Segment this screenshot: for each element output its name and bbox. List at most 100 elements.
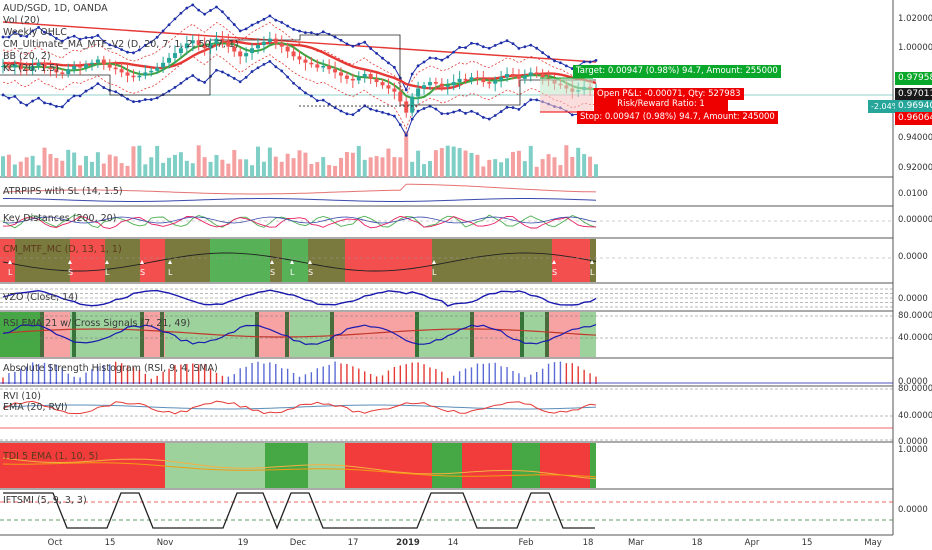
band-dot xyxy=(90,36,94,39)
band-dot xyxy=(19,34,23,38)
pane-label-rvi[interactable]: RVI (10) xyxy=(3,391,41,402)
pane-label-ash[interactable]: Absolute Strength Histogram (RSI, 9, 4, … xyxy=(3,363,218,374)
pane-axis-tick: 80.0000 xyxy=(898,311,932,321)
band-dot xyxy=(499,110,503,113)
band-dot xyxy=(541,51,545,55)
signal-block xyxy=(308,239,345,282)
pane-axis-tick: 0.0000 xyxy=(898,294,928,304)
band-dot xyxy=(155,35,159,39)
iftsmi-line xyxy=(3,492,595,530)
band-dot xyxy=(446,112,450,116)
volume-bar xyxy=(327,165,332,177)
support-dot xyxy=(403,105,405,107)
band-dot xyxy=(60,39,64,43)
x-axis-tick: 2019 xyxy=(396,538,420,548)
candle-body xyxy=(333,69,338,73)
long-short-signal-letter: L xyxy=(168,268,173,277)
volume-bar xyxy=(107,154,112,177)
signal-arrow xyxy=(68,260,72,264)
band-dot xyxy=(428,56,432,60)
volume-bar xyxy=(190,163,195,177)
signal-arrow xyxy=(552,260,556,264)
rsi-zone-block xyxy=(415,312,470,357)
candle-body xyxy=(119,69,124,73)
pane-axis-tick: 0.0000 xyxy=(898,377,928,387)
band-dot xyxy=(226,16,230,20)
pane-label-tdi[interactable]: TDI 5 EMA (1, 10, 5) xyxy=(3,451,99,462)
band-dot xyxy=(25,103,29,107)
pane-label-key-distances[interactable]: Key Distances (200, 20) xyxy=(3,213,117,224)
candle-body xyxy=(315,64,320,68)
band-dot xyxy=(357,108,361,112)
volume-bar xyxy=(427,161,432,177)
pane-axis-tick: 0.00000000 xyxy=(898,215,932,225)
pane-label-rsi-ema[interactable]: RSI EMA 21 w/ Cross Signals (7, 21, 49) xyxy=(3,318,191,329)
tdi-zone-block xyxy=(512,443,540,488)
candle-body xyxy=(196,40,201,46)
pane-label-atr[interactable]: ATRPIPS with SL (14, 1.5) xyxy=(3,186,123,197)
candle-body xyxy=(220,38,225,42)
indicator-label-cm-ma[interactable]: CM_Ultimate_MA_MTF_V2 (D, 20, 7, 1, 2, 5… xyxy=(3,39,239,50)
pane-label-rvi-ema[interactable]: EMA (20, RVI) xyxy=(3,402,68,413)
volume-bar xyxy=(48,154,53,177)
x-axis-tick: 17 xyxy=(347,538,359,548)
candle-body xyxy=(516,75,521,79)
pane-label-vzo[interactable]: VZO (Close, 14) xyxy=(3,292,78,303)
candle-body xyxy=(398,91,403,102)
band-dot xyxy=(304,91,307,95)
support-dot xyxy=(375,105,377,107)
band-dot xyxy=(594,58,598,62)
x-axis-tick: Nov xyxy=(156,538,174,548)
band-dot xyxy=(185,77,189,81)
volume-bar xyxy=(333,165,338,177)
position-open-pl-box[interactable]: Open P&L: -0.00071, Qty: 527983 xyxy=(594,88,744,100)
rvi-ema-line xyxy=(2,404,597,410)
candle-body xyxy=(487,82,492,84)
candle-body xyxy=(416,88,421,97)
indicator-label-bb[interactable]: BB (20, 2) xyxy=(3,51,51,62)
volume-bar xyxy=(588,156,593,177)
band-dot xyxy=(410,117,414,121)
key-distance-line-a xyxy=(2,214,597,229)
indicator-label-volume[interactable]: Vol (20) xyxy=(3,15,40,26)
band-dot xyxy=(238,29,242,33)
position-stop-box[interactable]: Stop: 0.00947 (0.98%) 94.7, Amount: 2450… xyxy=(577,111,778,124)
pane-axis-tick: 0.0000 xyxy=(898,505,928,515)
position-target-box[interactable]: Target: 0.00947 (0.98%) 94.7, Amount: 25… xyxy=(573,65,781,78)
indicator-label-kc[interactable]: KC (20, 1.5) xyxy=(3,63,60,74)
indicator-label-weekly-ohlc[interactable]: Weekly OHLC xyxy=(3,27,67,38)
volume-bar xyxy=(167,157,172,177)
band-dot xyxy=(470,41,473,45)
rsi-zone-block xyxy=(0,312,40,357)
volume-bar xyxy=(297,150,302,177)
band-dot xyxy=(25,35,29,38)
band-dot xyxy=(458,108,462,112)
band-dot xyxy=(357,42,361,46)
band-dot xyxy=(381,110,384,114)
price-axis-tick: 1.00000 xyxy=(898,43,932,53)
change-percent-tag: -2.04% xyxy=(868,100,903,113)
change-price-tag: 0.96940 xyxy=(895,100,932,113)
band-dot xyxy=(203,12,207,16)
volume-bar xyxy=(516,150,521,177)
volume-bar xyxy=(24,157,29,177)
support-dot xyxy=(339,105,341,107)
band-dot xyxy=(256,66,260,70)
volume-bar xyxy=(143,164,148,177)
band-dot xyxy=(375,51,378,55)
volume-bar xyxy=(30,155,35,177)
candle-body xyxy=(84,64,89,68)
candle-body xyxy=(273,38,278,44)
volume-bar xyxy=(303,152,308,177)
volume-bar xyxy=(95,152,100,177)
pane-label-cm-mtf-mc[interactable]: CM_MTF_MC (D, 13, 1, 1) xyxy=(3,244,122,255)
candle-body xyxy=(433,82,438,84)
symbol-title[interactable]: AUD/SGD, 1D, OANDA xyxy=(3,3,108,14)
pane-label-iftsmi[interactable]: IFTSMI (5, 9, 3, 3) xyxy=(3,495,87,506)
candle-body xyxy=(178,48,183,54)
tdi-zone-block xyxy=(265,443,285,488)
support-dot xyxy=(319,105,321,107)
band-dot xyxy=(114,90,118,94)
